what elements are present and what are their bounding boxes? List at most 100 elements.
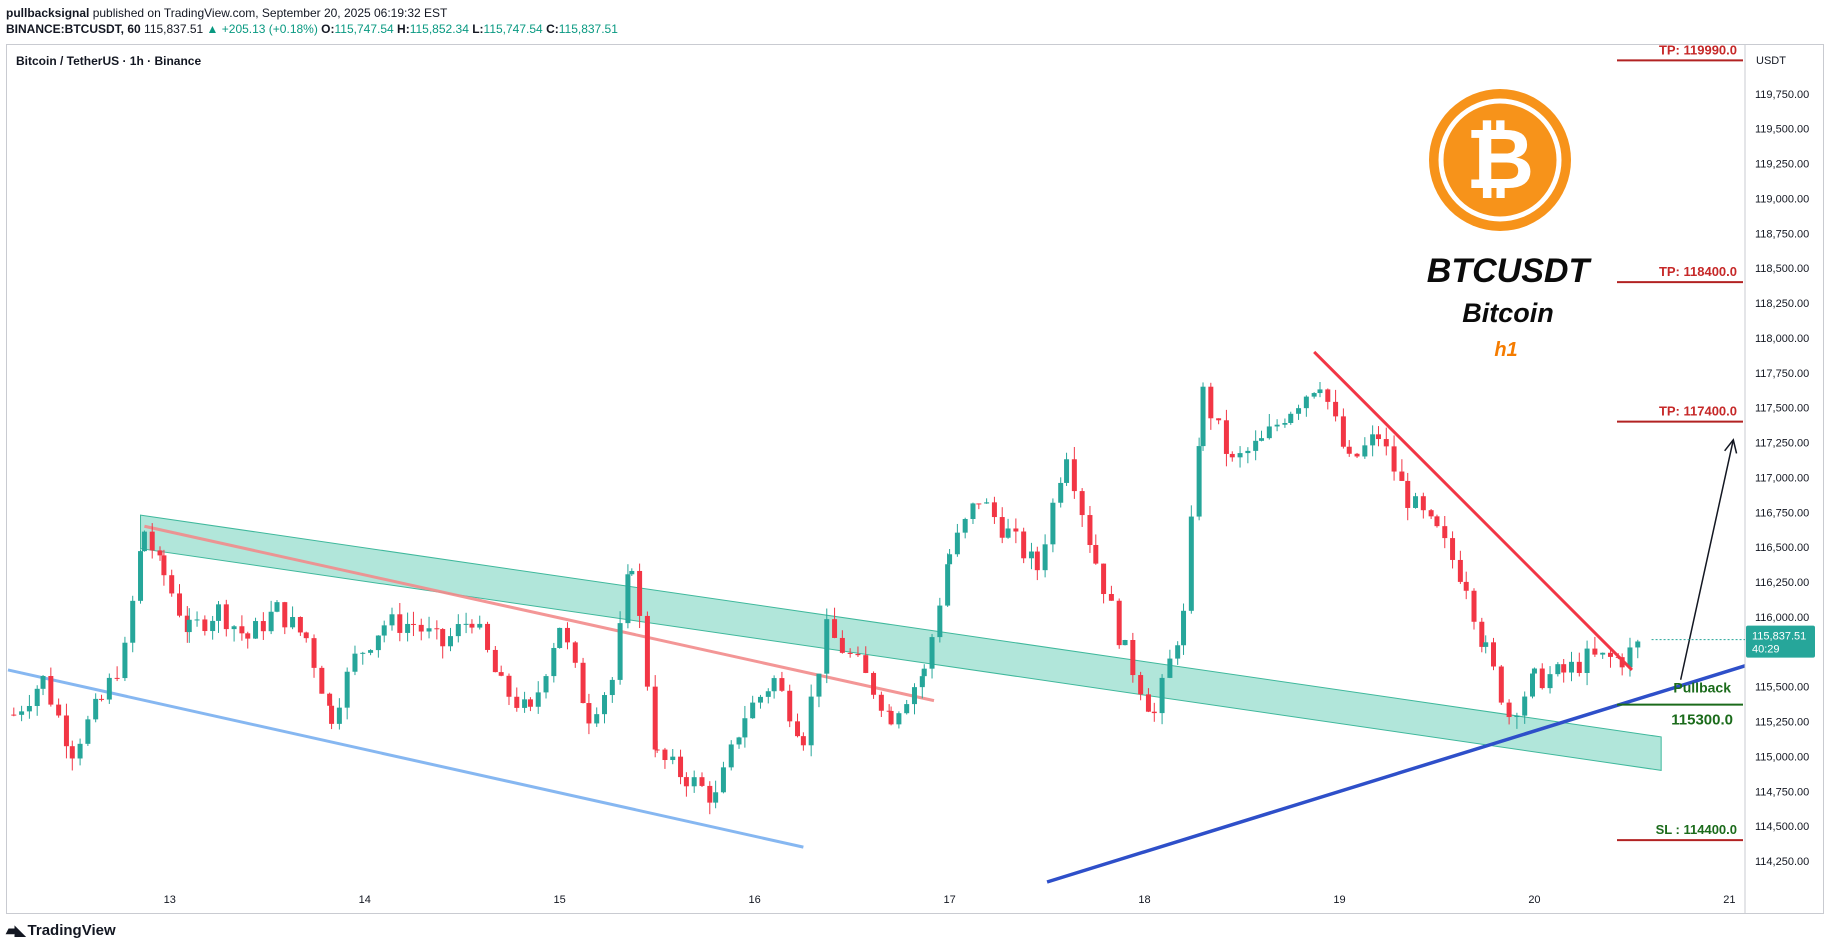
candle[interactable]	[736, 736, 742, 749]
candle[interactable]	[765, 688, 771, 704]
candle[interactable]	[1370, 425, 1376, 457]
candle[interactable]	[779, 671, 785, 692]
candle[interactable]	[947, 548, 953, 568]
candle[interactable]	[130, 595, 136, 653]
candle[interactable]	[652, 675, 658, 758]
candle[interactable]	[1399, 459, 1405, 482]
candle[interactable]	[85, 715, 91, 746]
candle[interactable]	[93, 693, 99, 723]
candle[interactable]	[397, 603, 403, 642]
candle[interactable]	[19, 705, 25, 722]
candle[interactable]	[654, 740, 660, 754]
candle[interactable]	[253, 617, 259, 639]
candle[interactable]	[149, 523, 155, 559]
candle[interactable]	[1311, 392, 1317, 399]
candle[interactable]	[1028, 542, 1034, 570]
candle[interactable]	[543, 674, 549, 699]
candle[interactable]	[405, 612, 411, 642]
candle[interactable]	[1159, 674, 1165, 725]
candle[interactable]	[268, 600, 274, 635]
candle[interactable]	[911, 683, 917, 715]
candle[interactable]	[514, 687, 520, 712]
candle[interactable]	[122, 636, 128, 682]
candle[interactable]	[1145, 688, 1151, 713]
candle[interactable]	[1071, 446, 1077, 499]
candle[interactable]	[34, 685, 40, 716]
candle[interactable]	[580, 657, 586, 704]
candle[interactable]	[572, 641, 578, 668]
candle[interactable]	[1259, 430, 1265, 442]
candle[interactable]	[1116, 598, 1122, 649]
candle[interactable]	[1420, 492, 1426, 519]
candle[interactable]	[1196, 437, 1202, 521]
candle[interactable]	[1471, 588, 1477, 630]
candle[interactable]	[1296, 404, 1302, 420]
candle[interactable]	[1635, 639, 1641, 659]
candle[interactable]	[40, 675, 46, 696]
candle[interactable]	[48, 667, 54, 707]
candle[interactable]	[625, 564, 631, 629]
candle[interactable]	[1479, 617, 1485, 653]
candle[interactable]	[847, 648, 853, 658]
candle[interactable]	[1428, 508, 1434, 520]
candle[interactable]	[455, 614, 461, 643]
candle[interactable]	[999, 507, 1005, 544]
candle[interactable]	[1013, 518, 1019, 544]
candle[interactable]	[683, 772, 689, 797]
candle[interactable]	[1450, 531, 1456, 569]
candle[interactable]	[463, 612, 469, 634]
candle[interactable]	[1561, 658, 1567, 683]
candle[interactable]	[56, 698, 62, 718]
candle[interactable]	[1607, 648, 1613, 668]
candle[interactable]	[492, 646, 498, 673]
candle[interactable]	[551, 642, 557, 683]
candle[interactable]	[389, 607, 395, 631]
candle[interactable]	[498, 665, 504, 677]
candle[interactable]	[839, 630, 845, 654]
support-line-left[interactable]	[7, 668, 804, 849]
candle[interactable]	[1130, 632, 1136, 683]
descending-trendline[interactable]	[1313, 350, 1633, 672]
candle[interactable]	[1138, 671, 1144, 701]
candle[interactable]	[1506, 699, 1512, 725]
candle[interactable]	[750, 695, 756, 719]
candle[interactable]	[1005, 518, 1011, 539]
candle[interactable]	[954, 523, 960, 557]
candle[interactable]	[1383, 427, 1389, 456]
candle[interactable]	[691, 770, 697, 793]
candle[interactable]	[169, 569, 175, 597]
candle[interactable]	[1600, 652, 1606, 659]
candle[interactable]	[1216, 418, 1222, 425]
candle[interactable]	[564, 622, 570, 650]
candle[interactable]	[1188, 505, 1194, 614]
candle[interactable]	[202, 615, 208, 636]
candle[interactable]	[469, 619, 475, 634]
candle[interactable]	[274, 600, 280, 613]
candle[interactable]	[352, 645, 358, 676]
candle[interactable]	[888, 706, 894, 726]
candle[interactable]	[586, 693, 592, 735]
candle[interactable]	[1463, 571, 1469, 600]
candle[interactable]	[1253, 430, 1259, 461]
candle[interactable]	[878, 691, 884, 717]
candle[interactable]	[771, 675, 777, 699]
candle[interactable]	[1413, 492, 1419, 509]
candle[interactable]	[527, 697, 533, 712]
candle[interactable]	[1434, 514, 1440, 528]
candle[interactable]	[921, 664, 927, 686]
tradingview-logo[interactable]: ▰◣ TradingView	[6, 922, 116, 939]
candle[interactable]	[434, 620, 440, 640]
candle[interactable]	[1266, 414, 1272, 440]
candle[interactable]	[1229, 451, 1235, 462]
candle[interactable]	[871, 671, 877, 699]
candle[interactable]	[1122, 639, 1128, 646]
candle[interactable]	[69, 740, 75, 771]
candle[interactable]	[816, 673, 822, 708]
candle[interactable]	[904, 699, 910, 715]
candle[interactable]	[360, 651, 366, 665]
candle[interactable]	[1108, 585, 1114, 601]
candle[interactable]	[1151, 702, 1157, 722]
candle[interactable]	[1175, 641, 1181, 665]
candle[interactable]	[522, 691, 528, 713]
candle[interactable]	[1050, 498, 1056, 553]
